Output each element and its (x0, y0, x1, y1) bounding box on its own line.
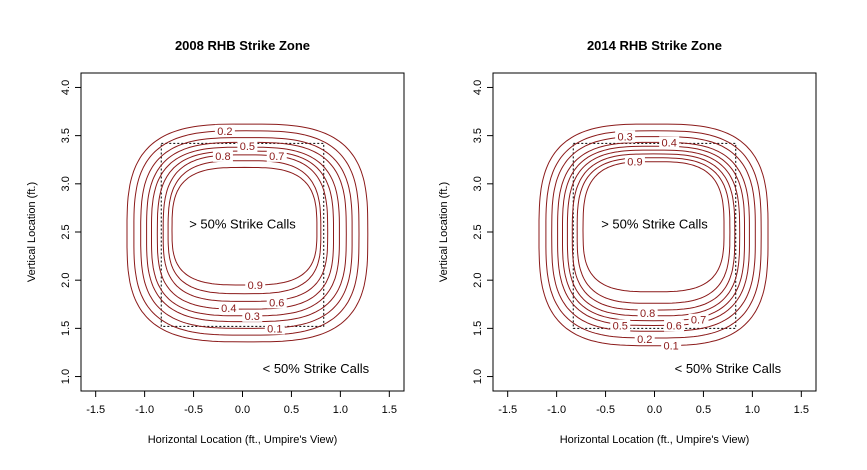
contour-line (557, 141, 750, 327)
y-axis-label: Vertical Location (ft.) (26, 182, 38, 282)
contour-label: 0.3 (245, 311, 260, 323)
x-tick-label: 1.0 (333, 404, 348, 416)
contour-line (126, 123, 369, 343)
x-tick-label: 1.5 (794, 404, 809, 416)
y-tick-label: 3.5 (472, 128, 484, 143)
contour-label-background (242, 309, 263, 322)
contour-line (146, 141, 347, 323)
contour-line (551, 136, 756, 332)
contour-label: 0.2 (217, 126, 232, 138)
x-tick-label: -0.5 (184, 404, 203, 416)
region-annotation: < 50% Strike Calls (263, 361, 370, 376)
y-tick-label: 4.0 (60, 80, 72, 95)
contour-label-background (688, 313, 709, 326)
contour-line (140, 137, 353, 329)
contour-label: 0.7 (269, 151, 284, 163)
x-tick-label: 0.5 (696, 404, 711, 416)
x-axis-label: Horizontal Location (ft., Umpire's View) (148, 434, 338, 446)
contour-label-background (214, 124, 235, 137)
contour-label-background (661, 339, 682, 352)
rulebook-zone (160, 142, 325, 327)
contour-label-background (637, 306, 658, 319)
chart-title: 2008 RHB Strike Zone (175, 38, 310, 53)
contour-label: 0.8 (215, 151, 230, 163)
x-tick-label: -0.5 (596, 404, 615, 416)
contour-label-background (634, 332, 655, 345)
contour-line (538, 123, 769, 347)
contour-label-background (218, 302, 239, 315)
y-tick-label: 3.0 (472, 176, 484, 191)
y-tick-label: 3.0 (60, 176, 72, 191)
contour-label: 0.9 (627, 157, 642, 169)
contour-label-background (237, 140, 258, 153)
region-annotation: > 50% Strike Calls (601, 216, 708, 231)
contour-label: 0.3 (617, 132, 632, 144)
contour-line (582, 161, 725, 293)
x-tick-label: 1.5 (382, 404, 397, 416)
y-tick-label: 2.0 (60, 273, 72, 288)
contour-label: 0.9 (248, 280, 263, 292)
contour-label-background (624, 155, 645, 168)
x-tick-label: 0.5 (284, 404, 299, 416)
y-tick-label: 4.0 (472, 80, 484, 95)
region-annotation: < 50% Strike Calls (675, 361, 782, 376)
contour-line (133, 130, 360, 336)
x-tick-label: -1.5 (498, 404, 517, 416)
contour-label-background (266, 296, 287, 309)
contour-line (167, 160, 322, 295)
contour-label: 0.5 (240, 141, 255, 153)
contour-line (566, 149, 741, 317)
rulebook-zone (572, 142, 737, 329)
y-tick-label: 2.0 (472, 273, 484, 288)
chart-title: 2014 RHB Strike Zone (587, 38, 722, 53)
x-tick-label: 0.0 (647, 404, 662, 416)
contour-line (576, 157, 731, 304)
contour-label: 0.6 (269, 297, 284, 309)
contour-line (151, 146, 340, 317)
region-annotation: > 50% Strike Calls (189, 216, 296, 231)
contour-line (171, 166, 318, 286)
chart-panel-1: 2014 RHB Strike Zone -1.5 -1.0 -0.5 0.0 0.5 1.… (438, 38, 817, 446)
y-tick-label: 1.0 (60, 369, 72, 384)
x-tick-label: 0.0 (235, 404, 250, 416)
contour-label: 0.4 (221, 303, 236, 315)
contour-label: 0.8 (640, 308, 655, 320)
contour-line (571, 153, 736, 311)
y-tick-label: 1.0 (472, 369, 484, 384)
contour-line (156, 150, 334, 310)
contour-line (562, 145, 745, 322)
x-axis-label: Horizontal Location (ft., Umpire's View) (560, 434, 750, 446)
plot-frame (80, 72, 405, 392)
contour-label: 0.1 (267, 323, 282, 335)
contour-label: 0.2 (637, 334, 652, 346)
contour-label-background (610, 319, 631, 332)
contour-label-background (664, 319, 685, 332)
contour-line (162, 154, 329, 302)
x-tick-label: -1.0 (135, 404, 154, 416)
contour-label-background (266, 149, 287, 162)
y-tick-label: 2.5 (472, 224, 484, 239)
contour-label-background (212, 149, 233, 162)
contour-label-background (615, 130, 636, 143)
contour-label-background (245, 279, 266, 291)
contour-label: 0.1 (663, 341, 678, 353)
chart-panel-0: 2008 RHB Strike Zone -1.5 -1.0 -0.5 0.0 0.5 1.… (26, 38, 405, 446)
y-tick-label: 3.5 (60, 128, 72, 143)
x-tick-label: 1.0 (745, 404, 760, 416)
y-tick-label: 1.5 (472, 321, 484, 336)
contour-label-background (659, 136, 680, 149)
y-axis-label: Vertical Location (ft.) (438, 182, 450, 282)
x-tick-label: -1.0 (547, 404, 566, 416)
contour-label-background (264, 322, 285, 335)
y-tick-label: 2.5 (60, 224, 72, 239)
contour-label: 0.5 (613, 320, 628, 332)
contour-line (545, 130, 762, 339)
y-tick-label: 1.5 (60, 321, 72, 336)
contour-label: 0.4 (662, 137, 677, 149)
contour-label: 0.6 (666, 320, 681, 332)
x-tick-label: -1.5 (86, 404, 105, 416)
contour-label: 0.7 (691, 315, 706, 327)
